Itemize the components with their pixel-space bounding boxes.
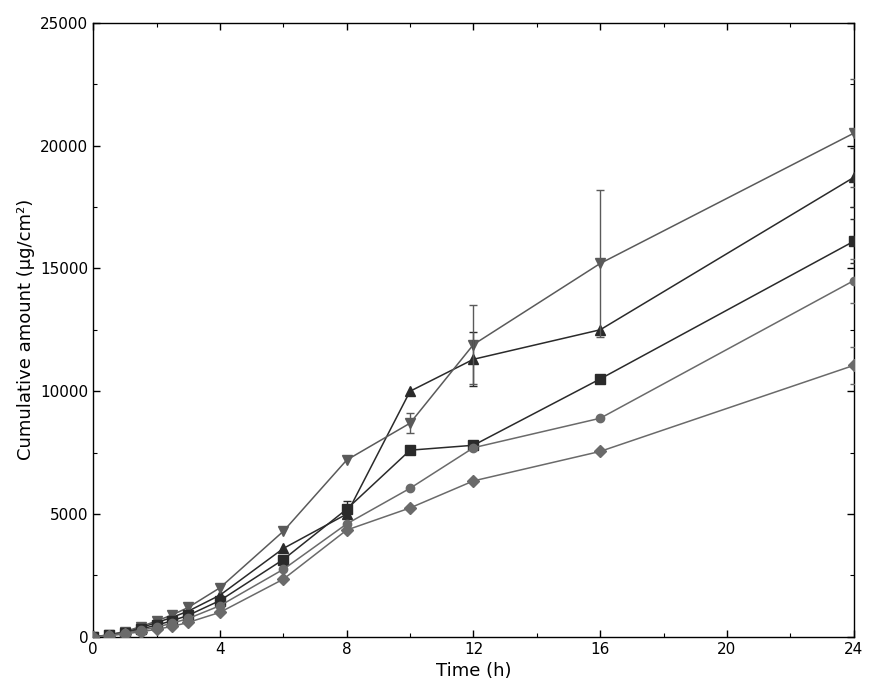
X-axis label: Time (h): Time (h) xyxy=(436,662,511,680)
Y-axis label: Cumulative amount (μg/cm²): Cumulative amount (μg/cm²) xyxy=(17,199,34,461)
